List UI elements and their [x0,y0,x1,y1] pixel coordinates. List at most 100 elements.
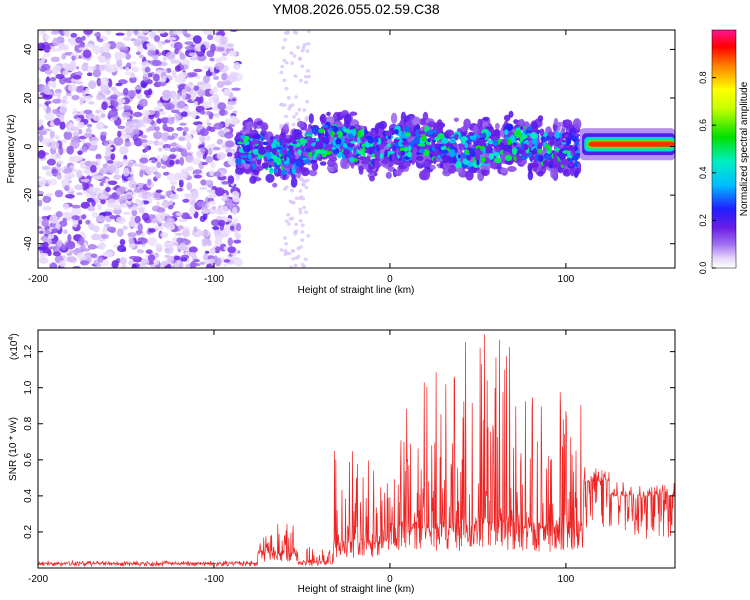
spectrogram-ytick-label: 0 [23,143,34,149]
sparse-noise-blob [283,187,287,191]
noise-blob [217,102,227,110]
sparse-noise-blob [290,216,295,221]
signal-blob [417,130,426,135]
noise-blob [129,255,139,260]
noise-blob [50,141,59,150]
noise-blob [106,146,114,150]
noise-blob [127,90,137,98]
signal-halo-blob [235,166,245,175]
noise-blob [119,186,126,194]
noise-blob [62,70,69,76]
signal-blob [521,153,529,157]
noise-blob [119,239,126,246]
noise-blob [232,207,238,215]
noise-blob [147,49,156,57]
noise-blob [106,251,114,257]
sparse-noise-blob [296,254,301,259]
noise-blob [86,72,93,77]
signal-blob [533,147,537,155]
sparse-noise-blob [287,106,292,111]
sparse-noise-blob [303,179,307,184]
noise-blob [79,96,84,106]
noise-blob [38,190,41,194]
noise-blob [93,175,104,180]
noise-blob [75,81,84,85]
noise-blob [78,236,85,246]
noise-blob [215,31,226,37]
noise-blob [193,68,203,73]
noise-blob [51,98,62,104]
signal-blob [361,143,365,148]
noise-blob [135,230,143,235]
snr-xtick-label: 100 [558,574,575,585]
sparse-noise-blob [280,64,285,69]
sparse-noise-blob [290,249,295,253]
signal-blob [493,129,501,137]
noise-blob [213,75,219,80]
sparse-noise-blob [298,245,303,249]
noise-blob [80,160,87,170]
noise-blob [192,35,202,44]
signal-blob [494,157,502,164]
signal-halo-blob [378,126,385,139]
noise-blob [92,69,102,78]
signal-blob [426,130,434,136]
signal-blob [516,149,525,155]
signal-halo-blob [482,116,490,121]
noise-blob [100,131,108,136]
noise-blob [191,110,197,119]
noise-blob [39,252,49,257]
signal-blob [272,147,277,155]
noise-blob [162,56,168,62]
noise-blob [210,161,216,169]
noise-blob [38,103,43,108]
signal-blob [331,146,336,150]
noise-blob [199,96,204,104]
noise-blob [51,168,59,175]
noise-blob [45,100,52,105]
noise-blob [169,143,178,147]
noise-blob [128,180,137,189]
sparse-noise-blob [284,219,289,223]
noise-blob [42,84,50,94]
signal-blob [343,128,351,133]
sparse-noise-blob [293,230,298,235]
noise-blob [62,44,69,51]
sparse-noise-blob [298,219,303,223]
sparse-noise-blob [290,61,295,65]
signal-halo-blob [349,111,358,116]
noise-blob [155,189,163,193]
snr-frame [37,329,676,569]
noise-blob [117,130,122,138]
noise-blob [193,101,199,108]
noise-blob [188,246,198,253]
noise-blob [100,234,109,239]
noise-blob [154,126,160,132]
noise-blob [140,258,150,266]
sparse-noise-blob [279,123,284,128]
signal-blob [538,154,544,163]
noise-blob [117,125,126,129]
noise-blob [49,48,60,52]
noise-blob [72,74,82,80]
signal-blob [343,149,350,156]
noise-blob [204,250,210,254]
noise-blob [61,243,66,251]
noise-blob [80,244,86,253]
sparse-noise-blob [298,189,303,193]
signal-blob [492,139,499,147]
noise-blob [139,169,144,178]
noise-blob [173,41,183,51]
noise-blob [78,129,83,135]
noise-blob [188,81,193,87]
signal-blob [442,157,449,164]
signal-halo-blob [260,122,269,132]
signal-blob [389,154,393,162]
noise-blob [193,169,203,175]
noise-blob [165,126,175,132]
noise-blob [86,193,91,198]
noise-blob [203,253,209,261]
noise-blob [193,85,200,91]
signal-halo-blob [443,161,450,171]
signal-blob [544,154,552,161]
